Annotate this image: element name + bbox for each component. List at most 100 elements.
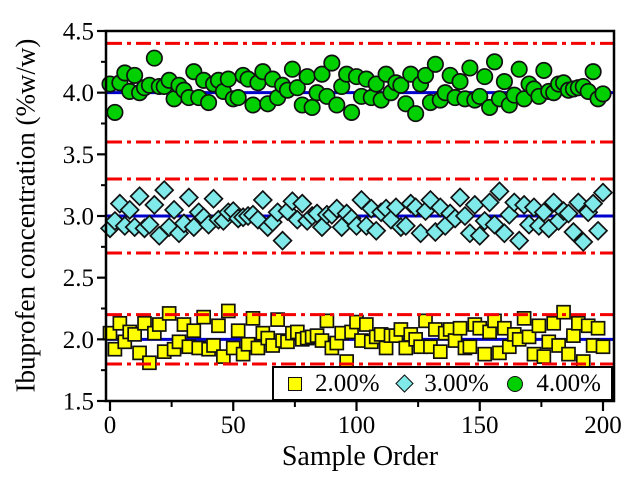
- data-point-diamond: [366, 220, 387, 241]
- data-point-circle: [229, 89, 247, 107]
- data-point-diamond: [395, 215, 416, 236]
- data-point-diamond: [292, 193, 313, 214]
- data-point-circle: [343, 103, 361, 121]
- legend-diamond-marker-icon: [395, 374, 414, 393]
- data-point-circle: [392, 76, 410, 94]
- data-point-diamond: [163, 199, 185, 220]
- x-tick-label: 150: [461, 412, 499, 439]
- y-tick-label: 4.0: [63, 80, 94, 107]
- x-tick-label: 100: [338, 412, 376, 439]
- data-point-circle: [200, 93, 218, 112]
- data-point-diamond: [154, 179, 175, 201]
- data-point-diamond: [252, 189, 273, 211]
- data-point-diamond: [410, 223, 431, 244]
- data-point-square: [561, 346, 576, 362]
- legend: 2.00% 3.00% 4.00%: [272, 366, 613, 401]
- data-point-diamond: [183, 216, 204, 238]
- data-point-circle: [288, 79, 306, 97]
- data-point-diamond: [178, 187, 199, 208]
- data-point-circle: [426, 55, 444, 73]
- data-point-diamond: [203, 188, 224, 209]
- data-point-square: [378, 340, 394, 356]
- y-tick-label: 2.0: [63, 327, 94, 354]
- data-point-circle: [323, 54, 341, 72]
- legend-entry-3pct: 3.00%: [395, 369, 489, 398]
- legend-label-2pct: 2.00%: [315, 369, 380, 397]
- data-point-square: [359, 317, 374, 332]
- data-point-square: [196, 309, 212, 325]
- data-point-square: [556, 304, 571, 320]
- data-point-square: [230, 323, 246, 339]
- data-point-diamond: [479, 192, 500, 213]
- data-point-diamond: [469, 225, 490, 246]
- data-point-square: [536, 349, 552, 364]
- data-point-square: [546, 315, 562, 331]
- data-point-diamond: [568, 192, 589, 213]
- data-point-diamond: [119, 199, 140, 220]
- data-point-circle: [145, 49, 163, 67]
- data-point-square: [206, 338, 221, 353]
- data-point-circle: [407, 105, 425, 123]
- legend-entry-4pct: 4.00%: [507, 370, 601, 398]
- data-point-circle: [328, 96, 346, 114]
- data-point-diamond: [563, 221, 584, 243]
- data-point-circle: [471, 87, 489, 105]
- data-point-square: [127, 327, 142, 342]
- data-point-circle: [476, 68, 494, 86]
- data-point-diamond: [533, 202, 554, 223]
- data-point-circle: [303, 98, 321, 117]
- data-point-circle: [594, 85, 612, 103]
- y-tick-label: 1.5: [63, 389, 94, 416]
- data-point-diamond: [454, 205, 476, 227]
- data-point-square: [595, 339, 611, 355]
- data-point-square: [186, 323, 202, 339]
- y-tick-label: 3.0: [63, 204, 94, 231]
- data-point-diamond: [144, 194, 165, 216]
- x-tick-label: 0: [104, 412, 117, 439]
- data-point-square: [432, 344, 448, 360]
- data-point-circle: [219, 70, 237, 88]
- legend-label-3pct: 3.00%: [424, 369, 489, 397]
- data-point-diamond: [139, 214, 160, 235]
- data-point-square: [477, 346, 493, 362]
- data-point-circle: [461, 59, 479, 77]
- x-tick-label: 50: [221, 412, 246, 439]
- data-point-circle: [451, 73, 469, 91]
- data-point-diamond: [509, 230, 530, 251]
- data-point-square: [531, 318, 547, 334]
- legend-label-4pct: 4.00%: [536, 369, 601, 397]
- data-point-diamond: [592, 182, 614, 203]
- data-point-diamond: [464, 194, 485, 216]
- legend-square-marker-icon: [288, 376, 302, 391]
- data-point-square: [462, 339, 478, 355]
- y-tick-label: 2.5: [63, 265, 94, 292]
- legend-entry-2pct: 2.00%: [288, 370, 380, 398]
- data-point-square: [566, 328, 581, 343]
- data-point-diamond: [489, 181, 510, 202]
- data-point-circle: [495, 73, 513, 91]
- data-point-circle: [416, 66, 435, 84]
- data-point-diamond: [573, 231, 594, 253]
- data-point-circle: [126, 66, 144, 84]
- data-point-circle: [283, 60, 301, 78]
- data-point-square: [590, 320, 606, 336]
- data-point-diamond: [494, 223, 515, 244]
- data-point-circle: [535, 61, 553, 80]
- data-point-diamond: [449, 187, 471, 208]
- data-point-square: [521, 329, 537, 345]
- data-point-square: [211, 318, 226, 334]
- x-tick-label: 200: [584, 412, 622, 439]
- data-point-square: [270, 312, 285, 327]
- data-point-square: [452, 320, 468, 336]
- data-point-circle: [485, 53, 504, 71]
- data-point-diamond: [129, 186, 150, 207]
- data-point-diamond: [558, 203, 579, 224]
- data-point-square: [319, 313, 335, 329]
- data-point-circle: [106, 103, 124, 121]
- data-point-circle: [244, 96, 262, 114]
- data-point-diamond: [587, 220, 609, 241]
- y-tick-label: 3.5: [63, 142, 94, 169]
- y-axis-title: Ibuprofen concentration (%w/w): [10, 38, 41, 393]
